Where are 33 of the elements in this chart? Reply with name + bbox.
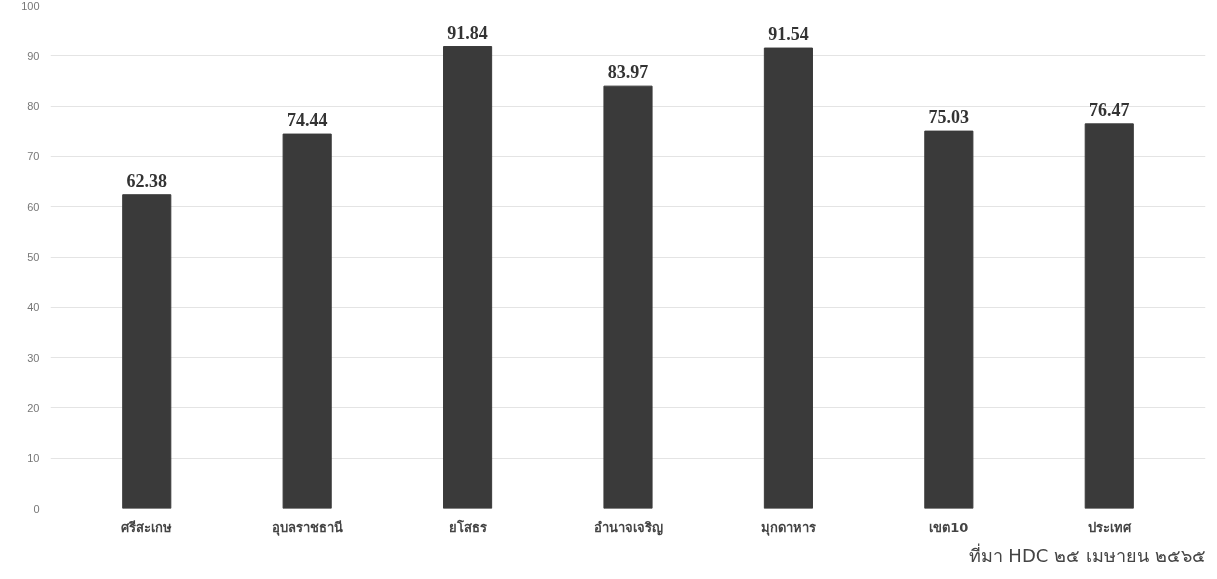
bar <box>282 133 332 509</box>
bar <box>763 47 813 509</box>
y-tick-label: 70 <box>27 150 40 163</box>
x-tick-label: ยโสธร <box>448 518 487 535</box>
text: ที่มา HDC ๒๕ เมษายน ๒๕๖๕ <box>968 542 1206 566</box>
x-tick-label: เขต10 <box>929 519 969 535</box>
x-tick-label: ศรีสะเกษ <box>121 519 173 535</box>
y-tick-label: 10 <box>27 452 40 465</box>
x-tick-label: อำนาจเจริญ <box>593 519 663 536</box>
y-tick-label: 90 <box>27 49 40 62</box>
data-label: 74.44 <box>286 110 328 131</box>
y-tick-label: 0 <box>33 502 40 515</box>
data-label: 91.54 <box>768 24 809 45</box>
y-tick-label: 30 <box>27 351 40 364</box>
bar <box>603 85 653 509</box>
x-tick-label: ประเทศ <box>1087 519 1132 535</box>
y-tick-label: 40 <box>27 301 40 314</box>
x-tick-label: มุกดาหาร <box>760 519 816 536</box>
bar <box>443 46 493 509</box>
data-label: 62.38 <box>126 170 167 191</box>
data-label: 75.03 <box>928 107 970 128</box>
y-tick-label: 60 <box>27 200 40 213</box>
data-label: 76.47 <box>1089 99 1130 120</box>
y-tick-label: 50 <box>27 251 40 263</box>
bar <box>1084 123 1134 509</box>
data-label: 91.84 <box>447 22 488 43</box>
y-tick-label: 80 <box>27 100 40 113</box>
data-label: 83.97 <box>607 62 649 83</box>
y-tick-label: 20 <box>27 401 40 414</box>
y-tick-label: 100 <box>21 0 40 12</box>
x-tick-label: อุบลราชธานี <box>271 519 343 536</box>
bar <box>924 130 974 509</box>
bar <box>122 194 172 509</box>
